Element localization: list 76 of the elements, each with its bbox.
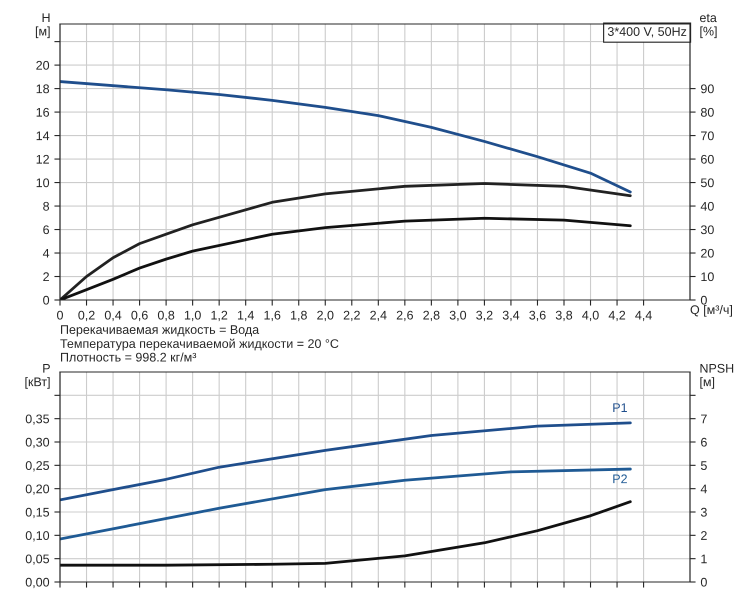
x-tick-label: 4,0 bbox=[582, 310, 599, 322]
y2-tick-label: 6 bbox=[701, 438, 707, 447]
y2-tick-label: 0 bbox=[700, 296, 707, 305]
y-tick-label: 0,05 bbox=[26, 554, 50, 565]
x-tick-label: 1,2 bbox=[211, 310, 228, 322]
y2-tick-label: 90 bbox=[701, 84, 714, 94]
y-tick-label: 4 bbox=[42, 248, 50, 258]
line-series bbox=[60, 421, 632, 502]
x-tick-label: 3,0 bbox=[450, 310, 466, 322]
y2-tick-label: 50 bbox=[700, 178, 714, 188]
series-label: P1 bbox=[613, 403, 627, 412]
y2-tick-label: 5 bbox=[700, 461, 707, 470]
y-tick-label: 14 bbox=[36, 132, 50, 140]
y2-axis-title: NPSH [м] bbox=[700, 364, 734, 389]
line-series bbox=[60, 80, 632, 194]
y-tick-label: 0,00 bbox=[26, 578, 50, 588]
y2-tick-label: 0 bbox=[700, 578, 707, 587]
x-tick-label: 1,6 bbox=[264, 310, 280, 322]
x-tick-label: 2,0 bbox=[317, 310, 334, 322]
y2-tick-label: 3 bbox=[700, 508, 707, 517]
x-tick-label: 0 bbox=[57, 310, 63, 320]
y-axis-title: H [м] bbox=[36, 13, 50, 38]
x-tick-label: 3,6 bbox=[529, 310, 546, 322]
y2-tick-label: 70 bbox=[701, 131, 714, 140]
x-tick-label: 3,2 bbox=[476, 310, 492, 322]
y-tick-label: 12 bbox=[36, 154, 49, 164]
x-tick-label: 3,4 bbox=[502, 310, 520, 322]
y2-tick-label: 2 bbox=[701, 531, 707, 540]
y-tick-label: 10 bbox=[36, 178, 50, 188]
y-tick-label: 8 bbox=[43, 202, 50, 211]
y-tick-label: 0 bbox=[43, 296, 50, 305]
x-tick-label: 2,6 bbox=[396, 310, 413, 322]
y-tick-label: 18 bbox=[36, 84, 50, 94]
x-tick-label: 2,8 bbox=[423, 310, 440, 322]
x-tick-label: 4,2 bbox=[608, 310, 626, 322]
x-tick-label: 2,4 bbox=[370, 310, 387, 322]
y2-tick-label: 7 bbox=[701, 414, 707, 424]
y2-tick-label: 10 bbox=[701, 272, 714, 282]
y2-tick-label: 40 bbox=[700, 202, 714, 211]
y-tick-label: 0,25 bbox=[26, 461, 50, 472]
x-tick-label: 4,4 bbox=[635, 310, 652, 322]
text: Плотность = 998.2 кг/м³ bbox=[61, 352, 196, 362]
x-tick-label: 0,8 bbox=[158, 310, 174, 322]
y-tick-label: 6 bbox=[43, 225, 50, 234]
y-tick-label: 16 bbox=[36, 108, 50, 117]
y-tick-label: 20 bbox=[36, 60, 50, 70]
y2-tick-label: 4 bbox=[700, 484, 708, 494]
annotation: 3*400 V, 50Hz bbox=[608, 27, 686, 38]
y-tick-label: 0,30 bbox=[26, 438, 50, 448]
y2-tick-label: 80 bbox=[700, 108, 714, 117]
y-axis-title: P [кВт] bbox=[25, 364, 50, 389]
x-tick-label: 1,4 bbox=[238, 310, 254, 322]
y-tick-label: 2 bbox=[43, 272, 49, 282]
x-tick-label: 1,8 bbox=[291, 310, 307, 322]
x-tick-label: 3,8 bbox=[556, 310, 572, 322]
y2-tick-label: 1 bbox=[701, 554, 707, 564]
x-tick-label: 2,2 bbox=[344, 310, 360, 322]
line-series bbox=[60, 500, 632, 567]
text: Перекачиваемая жидкость = Вода bbox=[61, 325, 260, 336]
line-series bbox=[60, 216, 632, 300]
x-tick-label: 0,2 bbox=[78, 310, 95, 322]
x-tick-label: 1,0 bbox=[184, 310, 201, 322]
y-tick-label: 0,20 bbox=[26, 484, 50, 495]
series-label: P2 bbox=[613, 474, 627, 484]
y2-tick-label: 20 bbox=[701, 248, 714, 258]
line-series bbox=[60, 468, 632, 540]
y-tick-label: 0,10 bbox=[26, 531, 50, 542]
text: Температура перекачиваемой жидкости = 20 °C bbox=[60, 338, 338, 351]
x-tick-label: 0,6 bbox=[131, 310, 148, 322]
x-tick-label: 0,4 bbox=[104, 310, 122, 322]
y-tick-label: 0,35 bbox=[26, 414, 50, 425]
y2-tick-label: 60 bbox=[701, 154, 714, 164]
x-axis-title: Q [м³/ч] bbox=[690, 304, 732, 317]
y-tick-label: 0,15 bbox=[26, 508, 50, 518]
y2-axis-title: eta [%] bbox=[700, 14, 717, 38]
y2-tick-label: 30 bbox=[700, 225, 714, 234]
